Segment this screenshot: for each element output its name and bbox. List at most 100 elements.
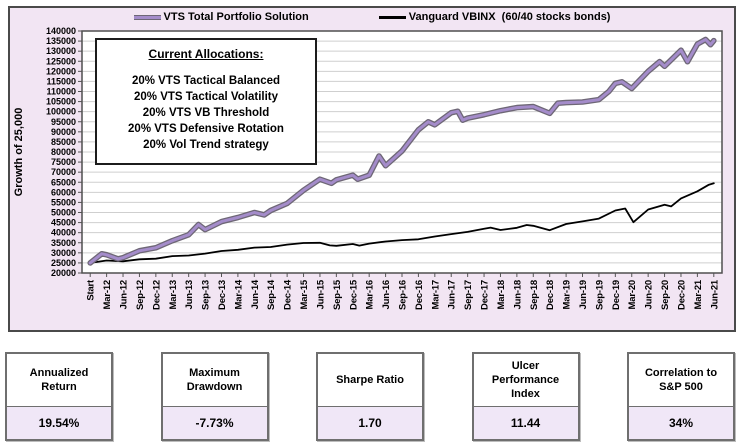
allocation-item: 20% VTS Defensive Rotation [128,123,284,135]
x-tick-label: Sep-12 [135,280,146,310]
stat-value: 19.54% [7,407,111,439]
allocation-item: 20% VTS Tactical Volatility [133,91,278,103]
y-tick-label: 45000 [51,218,76,228]
x-tick-label: Jun-19 [578,280,589,309]
x-tick-label: Sep-15 [332,279,343,310]
x-tick-label: Mar-15 [299,279,310,309]
stat-box-ulcer-performance-index: Ulcer Performance Index 11.44 [471,352,580,441]
y-axis-labels: 2000025000300003500040000450005000055000… [46,26,82,278]
series-line-vts [87,36,717,266]
x-tick-label: Mar-16 [365,280,376,309]
y-tick-label: 105000 [46,97,76,107]
stat-value: 34% [629,407,733,439]
x-tick-label: Dec-14 [283,279,294,310]
x-tick-label: Jun-15 [315,279,326,309]
stat-value: 11.44 [473,407,578,439]
y-tick-label: 65000 [51,177,76,187]
y-tick-label: 95000 [51,117,76,127]
x-tick-label: Dec-18 [545,280,556,310]
y-tick-label: 50000 [51,208,76,218]
stat-box-correlation-sp500: Correlation to S&P 500 34% [627,352,735,441]
x-tick-label: Dec-17 [480,280,491,310]
x-tick-label: Jun-17 [447,280,458,309]
y-tick-label: 55000 [51,197,76,207]
chart-panel: VTS Total Portfolio Solution Vanguard VB… [8,6,736,332]
y-tick-label: 130000 [46,46,76,56]
x-tick-label: Jun-18 [512,280,523,309]
y-tick-label: 60000 [51,187,76,197]
series-line-vbinx [89,182,715,264]
vbinx-line-swatch [378,15,406,19]
x-tick-label: Mar-20 [627,280,638,309]
legend-label-vts: VTS Total Portfolio Solution [163,11,309,23]
stat-label: Annualized Return [7,354,111,407]
stat-box-sharpe-ratio: Sharpe Ratio 1.70 [316,352,424,441]
x-tick-label: Sep-20 [660,280,671,310]
x-tick-label: Sep-18 [529,280,540,310]
x-tick-label: Start [86,279,97,301]
x-tick-label: Jun-21 [709,279,720,309]
allocations-title: Current Allocations: [148,47,264,61]
x-tick-label: Jun-14 [250,279,261,309]
x-tick-label: Sep-16 [398,280,409,310]
y-tick-label: 110000 [46,87,76,97]
x-tick-label: Mar-14 [233,279,244,309]
x-tick-label: Dec-16 [414,280,425,310]
y-tick-label: 20000 [51,268,76,278]
y-tick-label: 30000 [51,248,76,258]
stat-box-maximum-drawdown: Maximum Drawdown -7.73% [160,352,269,441]
y-tick-label: 70000 [51,167,76,177]
allocation-item: 20% VTS VB Threshold [142,107,270,119]
current-allocations-box: Current Allocations: 20% VTS Tactical Ba… [95,38,317,165]
y-tick-label: 140000 [46,26,76,36]
y-tick-label: 85000 [51,137,76,147]
performance-stats-row: Annualized Return 19.54% Maximum Drawdow… [5,352,735,441]
x-tick-label: Mar-19 [562,280,573,309]
x-tick-label: Mar-21 [693,279,704,309]
stat-box-annualized-return: Annualized Return 19.54% [5,352,113,441]
x-tick-label: Jun-12 [119,280,130,309]
y-tick-label: 100000 [46,107,76,117]
series-path [89,182,715,264]
x-tick-label: Mar-12 [102,280,113,309]
y-tick-label: 135000 [46,36,76,46]
legend-label-vbinx: Vanguard VBINX (60/40 stocks bonds) [408,11,611,23]
allocation-item: 20% Vol Trend strategy [143,139,269,151]
stat-label: Correlation to S&P 500 [629,354,733,407]
y-tick-label: 75000 [51,157,76,167]
y-tick-label: 35000 [51,238,76,248]
y-tick-label: 120000 [46,66,76,76]
x-tick-label: Jun-13 [184,280,195,309]
stat-value: 1.70 [318,407,422,439]
x-tick-label: Sep-14 [266,279,277,310]
x-tick-label: Dec-20 [676,280,687,310]
x-tick-label: Sep-19 [594,280,605,310]
x-tick-label: Mar-18 [496,280,507,309]
stat-label: Ulcer Performance Index [473,354,578,407]
legend-item-vts: VTS Total Portfolio Solution [133,11,309,23]
x-tick-label: Mar-13 [168,280,179,309]
x-tick-label: Dec-12 [151,280,162,310]
chart-legend: VTS Total Portfolio Solution Vanguard VB… [10,11,734,23]
vts-line-swatch [133,14,161,20]
x-tick-label: Mar-17 [430,280,441,309]
stat-label: Maximum Drawdown [162,354,267,407]
x-tick-label: Jun-20 [644,280,655,309]
x-tick-label: Dec-13 [217,280,228,310]
x-tick-label: Jun-16 [381,280,392,309]
y-tick-label: 115000 [46,76,76,86]
x-tick-label: Dec-15 [348,279,359,310]
stat-label: Sharpe Ratio [318,354,422,407]
plot-border [81,30,723,274]
y-axis-title: Growth of 25,000 [13,108,25,197]
allocation-item: 20% VTS Tactical Balanced [131,75,281,87]
y-tick-label: 25000 [51,258,76,268]
y-tick-label: 90000 [51,127,76,137]
legend-item-vbinx: Vanguard VBINX (60/40 stocks bonds) [378,11,611,23]
stat-value: -7.73% [162,407,267,439]
series-path [88,38,716,265]
x-tick-label: Sep-17 [463,280,474,310]
y-tick-label: 125000 [46,56,76,66]
y-tick-label: 80000 [51,147,76,157]
